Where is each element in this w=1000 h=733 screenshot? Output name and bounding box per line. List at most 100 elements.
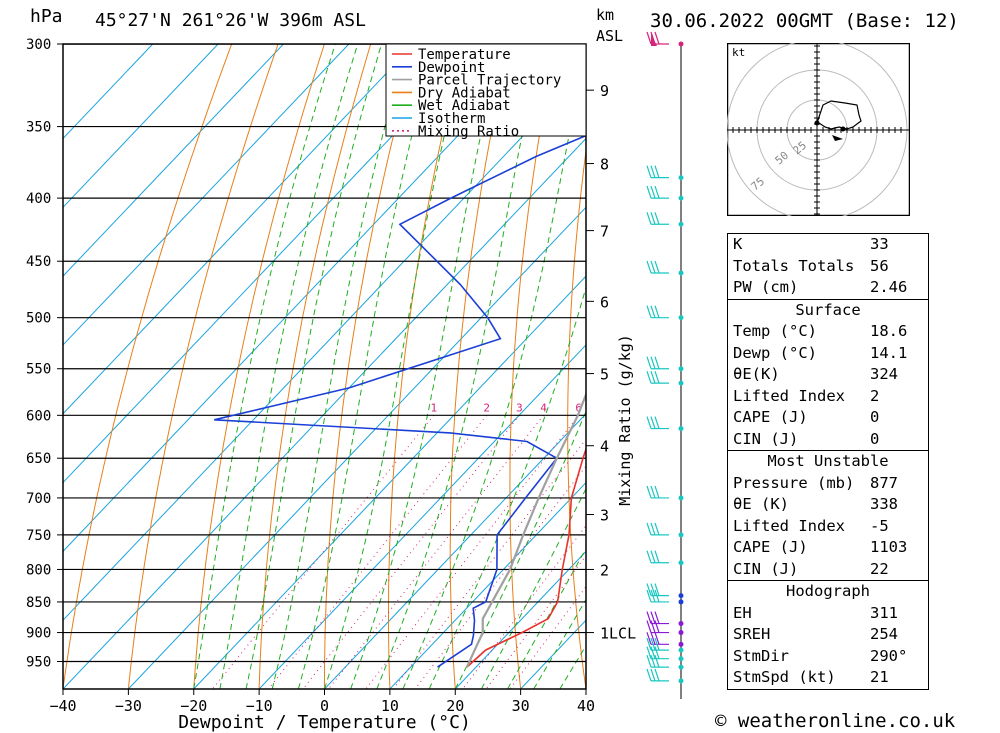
most-unstable-title: Most Unstable [767,452,889,470]
surface-title: Surface [795,300,861,319]
x-tick-label: −10 [246,697,273,715]
pressure-tick-label: 650 [26,451,51,467]
wind-level-dot [678,599,684,605]
mixing-ratio-line [509,585,586,689]
index-row: SREH 254 [728,624,928,646]
mixing-ratio-label: 6 [575,401,582,414]
index-row: θE(K) 324 [728,364,928,386]
isotherm-line [63,137,586,689]
hodograph-point [840,126,846,132]
sounding-datetime: 30.06.2022 00GMT (Base: 12) [650,10,959,32]
mixing-ratio-line [365,414,580,689]
index-row: CIN (J) 0 [728,429,928,451]
pressure-tick-label: 400 [26,191,51,207]
isotherm-line [63,44,480,484]
index-value: 21 [870,668,889,686]
isotherm-line [63,68,586,621]
asl-unit-label: ASL [596,27,624,45]
index-row: Temp (°C) 18.6 [728,321,928,343]
wind-barb-icon [646,550,669,564]
index-label: StmSpd (kt) [733,668,836,686]
index-label: CIN (J) [733,559,799,578]
wind-barb-icon [646,522,669,536]
wind-barb-icon [646,589,669,603]
wet-adiabat-line [507,547,586,689]
index-row: Lifted Index 2 [728,386,928,408]
most-unstable-section: Most Unstable Pressure (mb) 877 θE (K) 338 L… [728,450,928,580]
km-tick-label: 1LCL [600,625,636,643]
km-unit-label: km [596,6,615,24]
isotherm-line [63,44,350,346]
wind-level-dot [678,175,684,181]
wind-level-dot [678,315,684,321]
wind-barb-icon [646,668,669,682]
temperature-profile [466,446,586,668]
index-value: 254 [870,625,898,643]
mixing-ratio-line [212,414,435,689]
hodograph-stats-title: Hodograph [786,582,870,600]
index-label: Pressure (mb) [733,473,855,492]
plot-area: 1 2 3 4 6 8 10 16 20 25 [63,44,698,689]
surface-section: Surface Temp (°C) 18.6 Dewp (°C) 14.1 θE(K) 3… [728,298,928,451]
isotherm-line [128,206,586,689]
index-label: K [733,235,743,253]
dry-adiabat-line [127,44,279,689]
hodograph-point [814,120,820,126]
index-row: Totals Totals 56 [728,256,928,278]
isotherm-line [389,481,586,689]
mixing-ratio-label: 20 [685,401,698,414]
index-row: K 33 [728,234,928,256]
legend-entry-label: Dewpoint [418,60,485,76]
pressure-tick-label: 750 [26,528,51,544]
wind-barb-icon [646,185,669,199]
legend-box [385,43,587,137]
wind-barb-icon [646,485,669,499]
wind-barb-icon [646,646,669,660]
station-location: 45°27'N 261°26'W 396m ASL [95,10,366,31]
index-label: Temp (°C) [733,322,817,340]
km-tick-label: 9 [600,82,609,100]
wet-adiabat-line [480,487,586,689]
index-row: StmSpd (kt) 21 [728,667,928,689]
pressure-tick-label: 800 [26,562,51,578]
index-row: Lifted Index -5 [728,516,928,538]
km-tick-label: 7 [600,223,609,241]
legend-entry-label: Wet Adiabat [418,98,511,114]
isotherm-line [193,275,586,689]
index-label: Lifted Index [733,516,845,535]
dry-adiabat-line [193,44,325,689]
copyright-footer: © weatheronline.co.uk [715,710,956,732]
pressure-tick-label: 900 [26,626,51,642]
wet-adiabat-line [350,44,502,689]
wind-level-dot [678,560,684,566]
mixing-ratio-label: 3 [516,401,523,414]
index-value: 2 [870,386,880,405]
top-wind-pennant [651,34,657,46]
index-value: 1103 [870,538,908,556]
wet-adiabat-line [271,44,408,689]
wind-barb-icon [646,654,669,668]
km-tick-label: 6 [600,293,609,311]
x-tick-label: −40 [49,697,76,715]
wind-barb-icon [646,416,669,430]
wind-level-dot [678,532,684,538]
index-label: θE (K) [733,495,789,513]
wind-barb-icon [646,305,669,319]
index-value: -5 [870,516,889,535]
isotherm-line [63,44,154,140]
index-value: 877 [870,473,898,492]
hpa-unit-label: hPa [30,6,63,27]
pressure-tick-label: 850 [26,595,51,611]
index-value: 33 [870,235,889,253]
mixing-ratio-line [392,438,586,689]
wind-level-dot [678,221,684,227]
km-tick-label: 3 [600,506,609,524]
skewt-diagram: 1 2 3 4 6 8 10 16 20 2530035040045050055060065070… [26,31,698,733]
index-value: 0 [870,429,880,448]
index-value: 14.1 [870,343,908,362]
wind-level-dot [678,641,684,647]
index-label: SREH [733,625,771,643]
hodograph-stats-section: Hodograph EH 311 SREH 254 StmDir 290° StmSpd (… [728,580,928,689]
isotherm-line [63,44,284,277]
